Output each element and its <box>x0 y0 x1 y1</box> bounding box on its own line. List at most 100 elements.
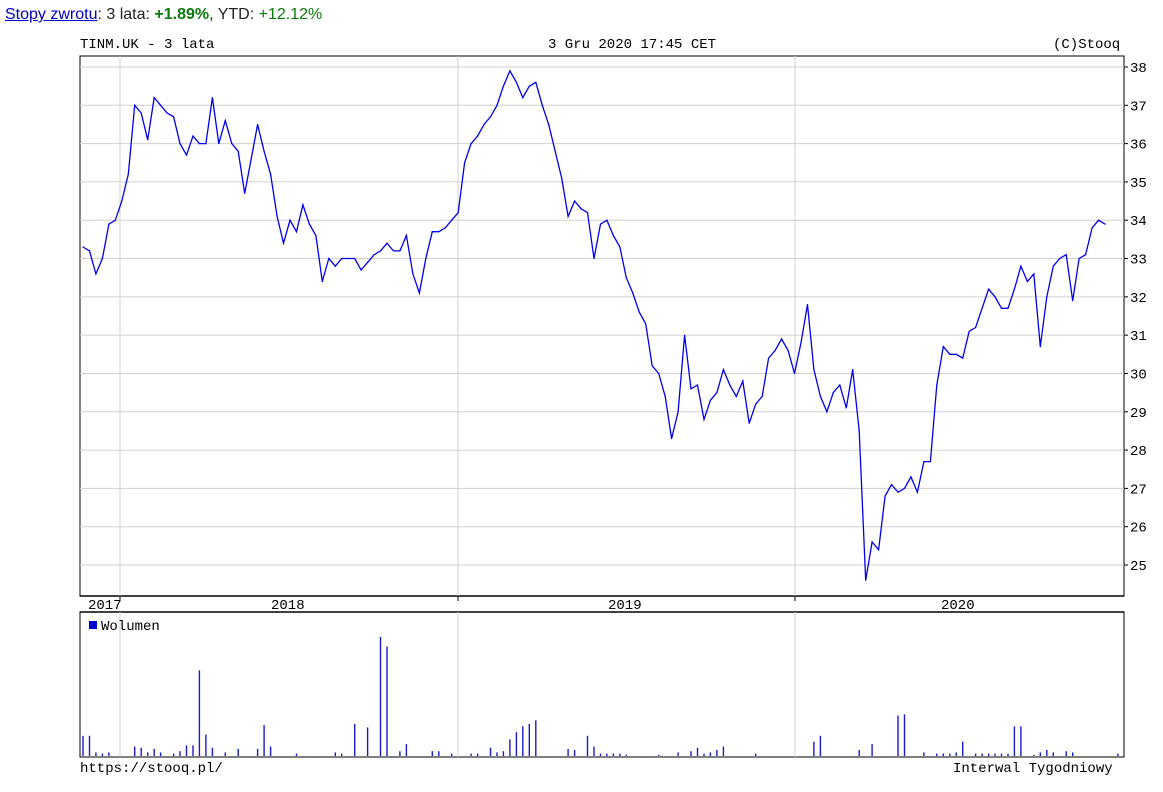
y-tick-label: 38 <box>1130 61 1147 77</box>
price-point <box>735 395 737 397</box>
price-point <box>890 484 893 486</box>
price-point <box>270 173 272 175</box>
period-label: : 3 lata: <box>97 6 155 23</box>
price-point <box>619 246 621 248</box>
price-point <box>399 250 401 252</box>
price-point <box>949 353 951 355</box>
price-point <box>755 403 757 405</box>
price-point <box>237 150 239 152</box>
price-point <box>464 162 466 164</box>
price-point <box>431 231 433 233</box>
price-point <box>1039 346 1041 348</box>
price-point <box>632 292 634 294</box>
price-point <box>379 250 382 252</box>
price-point <box>392 250 395 252</box>
price-point <box>916 491 919 493</box>
price-point <box>696 384 699 386</box>
price-point <box>793 372 796 375</box>
price-point <box>554 150 556 152</box>
price-point <box>211 97 213 99</box>
y-tick-label: 32 <box>1130 291 1147 307</box>
price-point <box>865 579 867 581</box>
price-point <box>295 231 298 233</box>
price-point <box>774 349 776 352</box>
price-point <box>1104 223 1106 225</box>
price-point <box>257 123 259 126</box>
price-point <box>988 288 990 290</box>
price-point <box>994 296 996 298</box>
price-point <box>832 392 834 394</box>
price-point <box>412 273 414 275</box>
price-point <box>541 104 543 106</box>
price-point <box>742 380 744 382</box>
price-point <box>166 112 168 114</box>
price-point <box>606 219 608 221</box>
price-point <box>845 407 847 409</box>
price-point <box>1020 265 1022 267</box>
price-point <box>282 242 285 244</box>
price-point <box>82 246 84 248</box>
y-tick-label: 31 <box>1130 329 1147 345</box>
price-point <box>781 338 783 340</box>
price-point <box>88 250 91 252</box>
price-point <box>962 357 964 359</box>
price-point <box>664 395 666 397</box>
returns-link[interactable]: Stopy zwrotu <box>5 6 98 23</box>
y-tick-label: 34 <box>1130 214 1147 230</box>
price-point <box>878 549 880 551</box>
y-tick-label: 37 <box>1130 99 1147 115</box>
price-point <box>1013 288 1016 290</box>
price-point <box>612 235 615 237</box>
price-point <box>231 143 233 145</box>
price-point <box>852 369 854 371</box>
price-point <box>218 143 220 145</box>
price-point <box>121 200 123 202</box>
price-point <box>289 219 291 221</box>
price-point <box>438 231 440 233</box>
price-point <box>1007 307 1009 309</box>
price-point <box>1091 227 1093 229</box>
interval-label: Interwal Tygodniowy <box>953 761 1113 777</box>
price-point <box>263 150 265 152</box>
price-point <box>360 269 362 271</box>
price-point <box>185 154 188 156</box>
price-point <box>709 399 712 401</box>
volume-legend-label: Wolumen <box>101 619 160 635</box>
price-point <box>671 438 673 440</box>
price-point <box>373 254 375 256</box>
y-tick-label: 25 <box>1130 559 1147 575</box>
price-point <box>884 495 886 497</box>
volume-legend-swatch <box>89 621 97 629</box>
price-point <box>703 418 705 420</box>
price-point <box>341 257 343 260</box>
price-point <box>593 257 595 260</box>
price-point <box>651 365 653 367</box>
price-point <box>205 143 207 145</box>
price-point <box>160 104 162 106</box>
chart-datetime: 3 Gru 2020 17:45 CET <box>548 37 717 53</box>
ytd-return-value: +12.12% <box>258 6 323 23</box>
source-url[interactable]: https://stooq.pl/ <box>80 761 223 777</box>
price-point <box>192 135 194 137</box>
price-point <box>839 384 841 386</box>
price-point <box>819 395 822 397</box>
price-point <box>108 223 110 225</box>
y-tick-label: 30 <box>1130 367 1147 383</box>
price-point <box>114 219 116 221</box>
price-point <box>716 392 718 394</box>
price-point <box>768 357 770 359</box>
price-point <box>405 235 407 237</box>
price-point <box>599 223 602 225</box>
price-point <box>250 158 252 160</box>
price-point <box>936 384 938 386</box>
price-point <box>127 173 129 175</box>
price-point <box>1026 280 1028 283</box>
price-point <box>787 349 789 352</box>
price-point <box>1072 300 1074 302</box>
price-point <box>858 430 860 432</box>
price-point <box>1000 307 1003 309</box>
price-point <box>95 273 97 275</box>
price-point <box>548 123 550 126</box>
price-point <box>276 215 278 217</box>
